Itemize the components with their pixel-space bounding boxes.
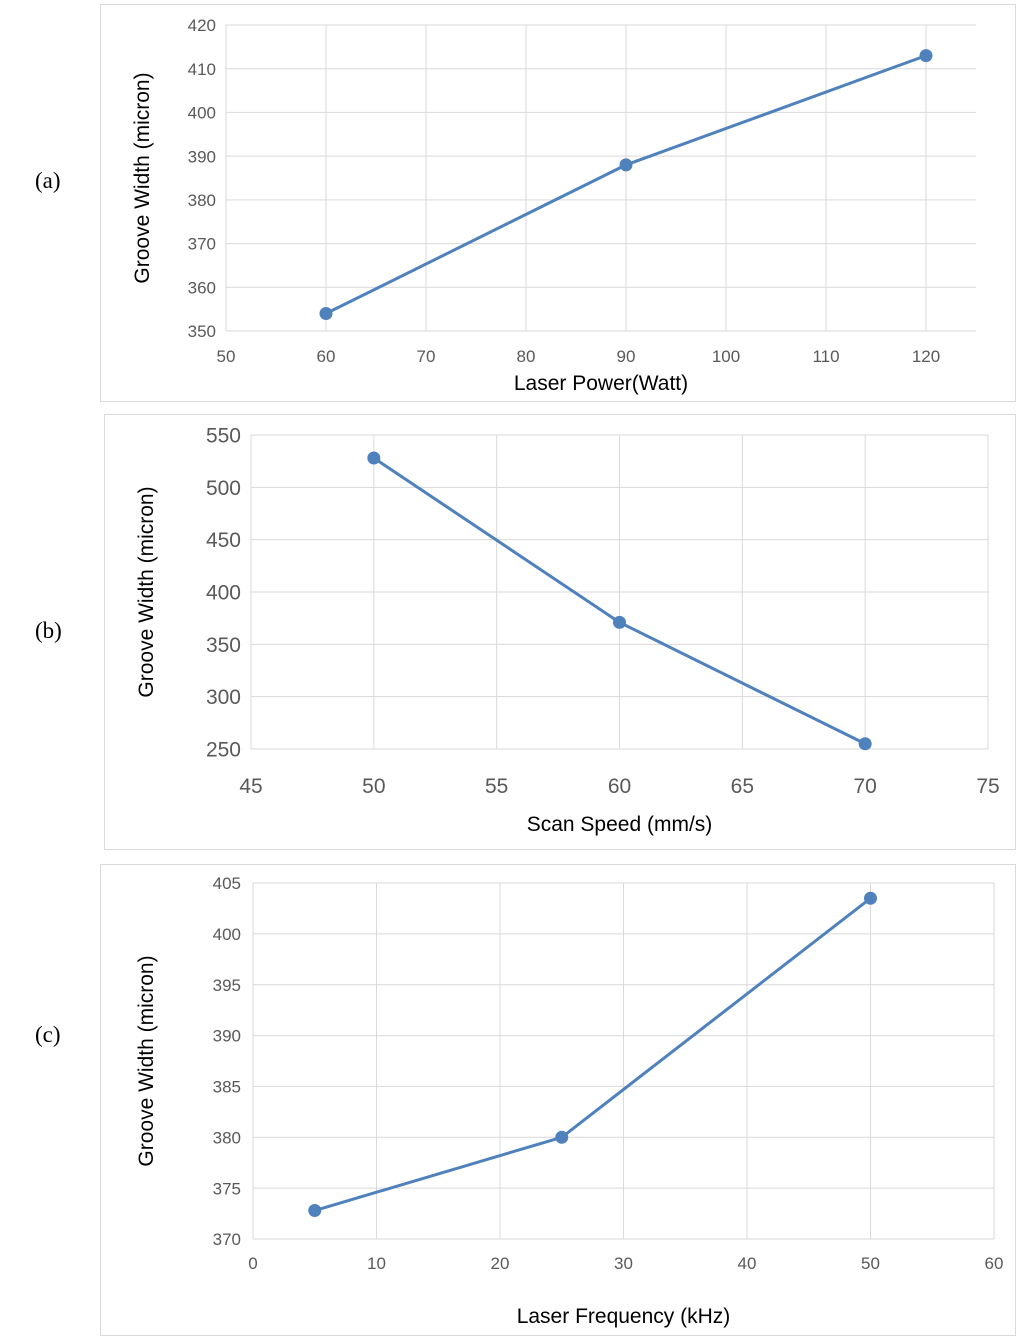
data-point <box>619 158 633 172</box>
x-tick-label: 65 <box>731 775 754 798</box>
y-tick-label: 395 <box>213 976 241 995</box>
x-tick-label: 60 <box>608 775 631 798</box>
x-tick-label: 80 <box>517 347 536 366</box>
x-axis-title: Scan Speed (mm/s) <box>527 813 713 836</box>
y-tick-label: 300 <box>206 686 241 709</box>
x-tick-label: 75 <box>976 775 999 798</box>
y-tick-label: 405 <box>213 874 241 893</box>
x-axis-title: Laser Power(Watt) <box>514 372 688 395</box>
x-tick-label: 50 <box>861 1254 880 1273</box>
x-tick-label: 60 <box>985 1254 1004 1273</box>
panel-label-b: (b) <box>35 618 62 643</box>
y-tick-label: 390 <box>188 147 216 166</box>
y-axis-title: Groove Width (micron) <box>135 486 158 697</box>
data-point <box>308 1204 322 1218</box>
y-tick-label: 380 <box>213 1128 241 1147</box>
y-axis-title: Groove Width (micron) <box>131 72 154 283</box>
y-tick-label: 250 <box>206 739 241 762</box>
y-tick-label: 380 <box>188 191 216 210</box>
x-tick-label: 30 <box>614 1254 633 1273</box>
x-tick-label: 120 <box>912 347 940 366</box>
x-tick-label: 10 <box>367 1254 386 1273</box>
x-tick-label: 70 <box>417 347 436 366</box>
y-tick-label: 390 <box>213 1027 241 1046</box>
data-point <box>555 1130 569 1144</box>
data-point <box>367 451 381 465</box>
x-tick-label: 0 <box>248 1254 257 1273</box>
x-tick-label: 50 <box>362 775 385 798</box>
data-point <box>613 615 626 629</box>
line-chart-b: 45 50 55 60 65 70 75 550 500 450 400 350 300 250 Scan … <box>135 425 1000 836</box>
x-tick-label: 55 <box>485 775 508 798</box>
panel-label-c: (c) <box>35 1022 61 1047</box>
series-line <box>314 897 872 1212</box>
x-tick-label: 50 <box>217 347 236 366</box>
chart-panel-a: 50 60 70 80 90 100 110 120 420 410 400 390 380 370 360… <box>100 4 1016 402</box>
x-tick-label: 110 <box>812 347 839 366</box>
y-tick-label: 350 <box>188 322 216 341</box>
y-tick-label: 550 <box>206 425 241 448</box>
y-tick-label: 350 <box>206 634 241 657</box>
data-point <box>864 891 877 905</box>
chart-panel-c: 0 10 20 30 40 50 60 405 400 395 390 385 380 375 370 Las… <box>100 864 1016 1336</box>
y-tick-label: 450 <box>206 529 241 552</box>
x-tick-label: 90 <box>617 347 636 366</box>
y-tick-label: 400 <box>213 925 241 944</box>
data-point <box>919 49 933 63</box>
y-tick-label: 400 <box>206 582 241 605</box>
x-tick-label: 40 <box>738 1254 757 1273</box>
y-tick-label: 410 <box>188 60 216 79</box>
y-tick-label: 420 <box>188 16 216 35</box>
x-tick-label: 70 <box>853 775 876 798</box>
y-tick-label: 400 <box>188 104 216 123</box>
chart-panel-b: 45 50 55 60 65 70 75 550 500 450 400 350 300 250 Scan … <box>104 414 1016 850</box>
x-tick-label: 60 <box>317 347 336 366</box>
y-tick-label: 370 <box>188 235 216 254</box>
y-axis-title: Groove Width (micron) <box>135 955 158 1166</box>
x-tick-label: 100 <box>712 347 740 366</box>
x-axis-title: Laser Frequency (kHz) <box>517 1305 731 1328</box>
y-tick-label: 360 <box>188 278 216 297</box>
panel-label-a: (a) <box>35 168 61 193</box>
y-tick-label: 500 <box>206 477 241 500</box>
x-tick-label: 45 <box>239 775 262 798</box>
line-chart-c: 0 10 20 30 40 50 60 405 400 395 390 385 380 375 370 Las… <box>135 874 1004 1328</box>
data-point <box>858 737 872 751</box>
y-tick-label: 385 <box>213 1078 241 1097</box>
line-chart-a: 50 60 70 80 90 100 110 120 420 410 400 390 380 370 360… <box>131 16 976 395</box>
x-tick-label: 20 <box>491 1254 510 1273</box>
data-point <box>319 307 333 321</box>
y-tick-label: 375 <box>213 1179 241 1198</box>
y-tick-label: 370 <box>213 1230 241 1249</box>
